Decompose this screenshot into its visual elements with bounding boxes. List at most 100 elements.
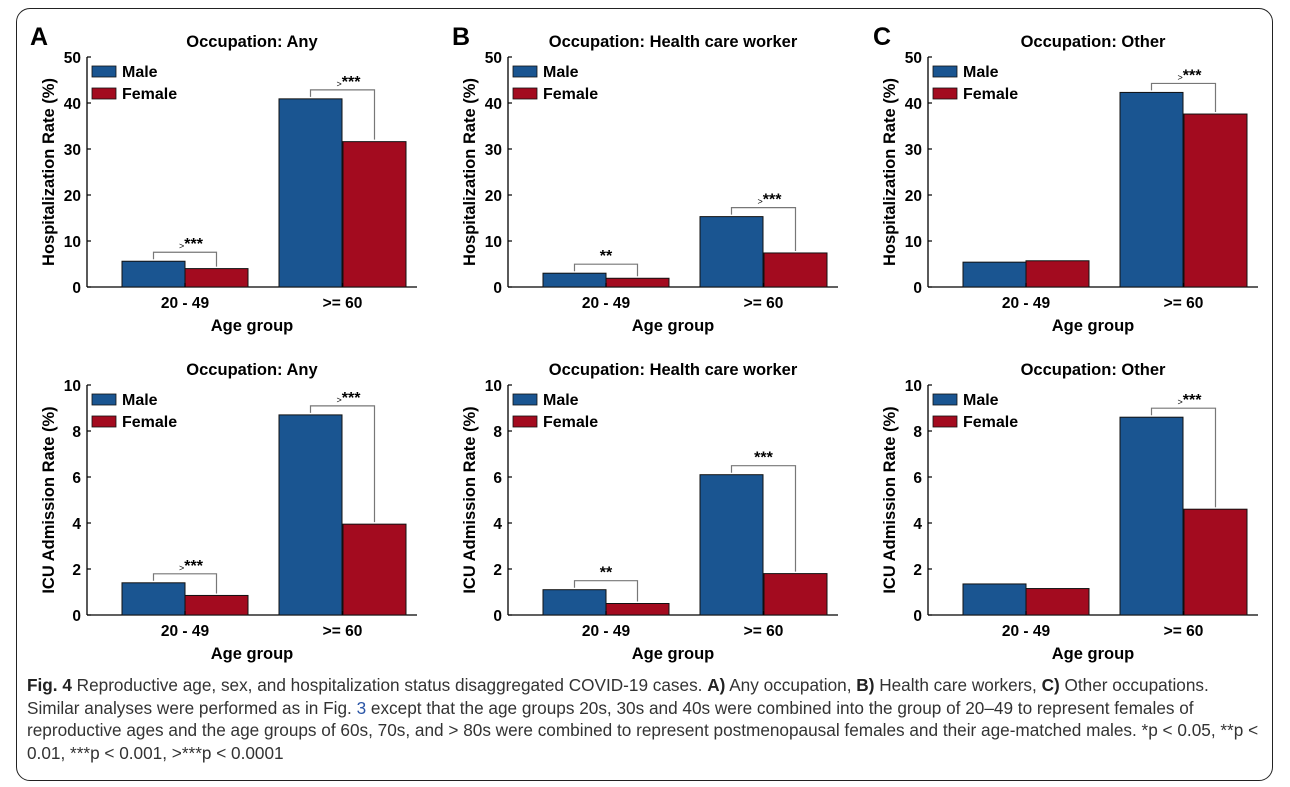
significance-label: ** — [600, 565, 613, 582]
bar-female-20-49 — [184, 594, 249, 616]
legend-swatch-female — [932, 87, 958, 100]
y-axis-label: ICU Admission Rate (%) — [40, 406, 58, 593]
bar-male-60plus — [278, 414, 343, 616]
x-tick-label: 20 - 49 — [161, 295, 210, 312]
legend-swatch-male — [932, 393, 958, 406]
caption-a-text: Any occupation, — [725, 675, 857, 695]
legend-swatch-male — [91, 65, 117, 78]
x-tick-label: >= 60 — [1164, 623, 1204, 640]
chart-c-bottom: Occupation: Other 0 2 4 6 8 10 ICU Admission Ra… — [881, 361, 1258, 663]
significance-bracket — [152, 573, 218, 594]
y-tick-label: 10 — [905, 378, 922, 395]
legend-label-female: Female — [963, 86, 1018, 103]
y-tick-label: 8 — [493, 424, 502, 441]
legend-swatch-male — [91, 393, 117, 406]
bar-female-60plus — [1183, 508, 1248, 616]
y-tick-label: 40 — [64, 96, 81, 113]
chart-a-top: Occupation: Any 0 10 20 30 40 50 Hospitalizatio… — [40, 33, 417, 335]
y-tick-label: 8 — [72, 424, 81, 441]
legend-label-female: Female — [543, 414, 598, 431]
bar-male-60plus — [278, 98, 343, 288]
caption-figure-link[interactable]: 3 — [356, 697, 367, 718]
chart-title: Occupation: Any — [186, 33, 318, 51]
chart-b-bottom: Occupation: Health care worker 0 2 4 6 8 10 ICU… — [461, 361, 838, 663]
bar-male-60plus — [699, 216, 764, 288]
x-tick-label: 20 - 49 — [582, 623, 631, 640]
x-axis-label: Age group — [211, 317, 294, 335]
significance-bracket — [309, 405, 376, 523]
y-tick-label: 30 — [905, 142, 922, 159]
bar-female-20-49 — [605, 603, 670, 616]
y-axis-label: Hospitalization Rate (%) — [881, 78, 899, 266]
y-tick-label: 6 — [72, 470, 81, 487]
chart-title: Occupation: Health care worker — [549, 33, 798, 51]
y-axis-label: Hospitalization Rate (%) — [40, 78, 58, 266]
significance-label: >*** — [1178, 67, 1203, 84]
legend-label-male: Male — [122, 64, 158, 81]
y-tick-label: 2 — [913, 562, 922, 579]
bar-female-20-49 — [184, 268, 249, 288]
bar-female-20-49 — [1025, 260, 1090, 288]
legend-label-male: Male — [543, 392, 579, 409]
legend-label-male: Male — [963, 392, 999, 409]
legend-label-male: Male — [122, 392, 158, 409]
legend-label-male: Male — [543, 64, 579, 81]
panel-letter-a: A — [30, 23, 48, 51]
x-tick-label: >= 60 — [744, 295, 784, 312]
x-tick-label: 20 - 49 — [582, 295, 631, 312]
x-axis-label: Age group — [1052, 317, 1135, 335]
x-axis-label: Age group — [632, 645, 715, 663]
caption-intro: Reproductive age, sex, and hospitalizati… — [71, 675, 708, 695]
bar-male-20-49 — [542, 589, 607, 616]
y-tick-label: 10 — [905, 234, 922, 251]
bar-male-60plus — [699, 474, 764, 616]
chart-title: Occupation: Other — [1021, 361, 1166, 379]
y-tick-label: 0 — [913, 280, 922, 297]
y-tick-label: 50 — [485, 50, 502, 67]
figure-frame — [16, 8, 1273, 781]
legend-label-female: Female — [963, 414, 1018, 431]
y-tick-label: 20 — [64, 188, 81, 205]
chart-b-top: Occupation: Health care worker 0 10 20 30 40 5… — [461, 33, 838, 335]
y-tick-label: 30 — [64, 142, 81, 159]
legend-swatch-male — [932, 65, 958, 78]
significance-bracket — [730, 465, 797, 572]
chart-title: Occupation: Health care worker — [549, 361, 798, 379]
y-tick-label: 50 — [905, 50, 922, 67]
significance-label: >*** — [179, 558, 204, 575]
y-tick-label: 30 — [485, 142, 502, 159]
legend-swatch-female — [91, 87, 117, 100]
bar-male-20-49 — [542, 272, 607, 288]
significance-label: >*** — [758, 192, 783, 209]
x-tick-label: >= 60 — [323, 295, 363, 312]
x-tick-label: >= 60 — [1164, 295, 1204, 312]
chart-a-bottom: Occupation: Any 0 2 4 6 8 10 ICU Admission Rate… — [40, 361, 417, 663]
bar-female-60plus — [342, 523, 407, 616]
y-tick-label: 10 — [485, 234, 502, 251]
legend-swatch-male — [512, 65, 538, 78]
y-tick-label: 0 — [72, 608, 81, 625]
bar-male-20-49 — [121, 582, 186, 616]
caption-b-text: Health care workers, — [874, 675, 1042, 695]
y-tick-label: 10 — [485, 378, 502, 395]
bar-male-20-49 — [121, 260, 186, 288]
significance-label: >*** — [179, 236, 204, 253]
x-tick-label: >= 60 — [744, 623, 784, 640]
legend-swatch-female — [512, 415, 538, 428]
legend-label-female: Female — [543, 86, 598, 103]
bar-male-20-49 — [962, 261, 1027, 288]
bar-male-60plus — [1119, 416, 1184, 616]
caption-c-label: C) — [1041, 675, 1060, 695]
y-tick-label: 0 — [72, 280, 81, 297]
x-tick-label: 20 - 49 — [1002, 623, 1051, 640]
y-tick-label: 0 — [913, 608, 922, 625]
bar-female-60plus — [1183, 113, 1248, 288]
significance-label: *** — [754, 450, 773, 467]
legend-swatch-female — [512, 87, 538, 100]
bar-female-20-49 — [1025, 588, 1090, 616]
legend-swatch-female — [91, 415, 117, 428]
x-axis-label: Age group — [211, 645, 294, 663]
y-axis-label: ICU Admission Rate (%) — [461, 406, 479, 593]
caption-a-label: A) — [707, 675, 726, 695]
bar-male-20-49 — [962, 583, 1027, 616]
